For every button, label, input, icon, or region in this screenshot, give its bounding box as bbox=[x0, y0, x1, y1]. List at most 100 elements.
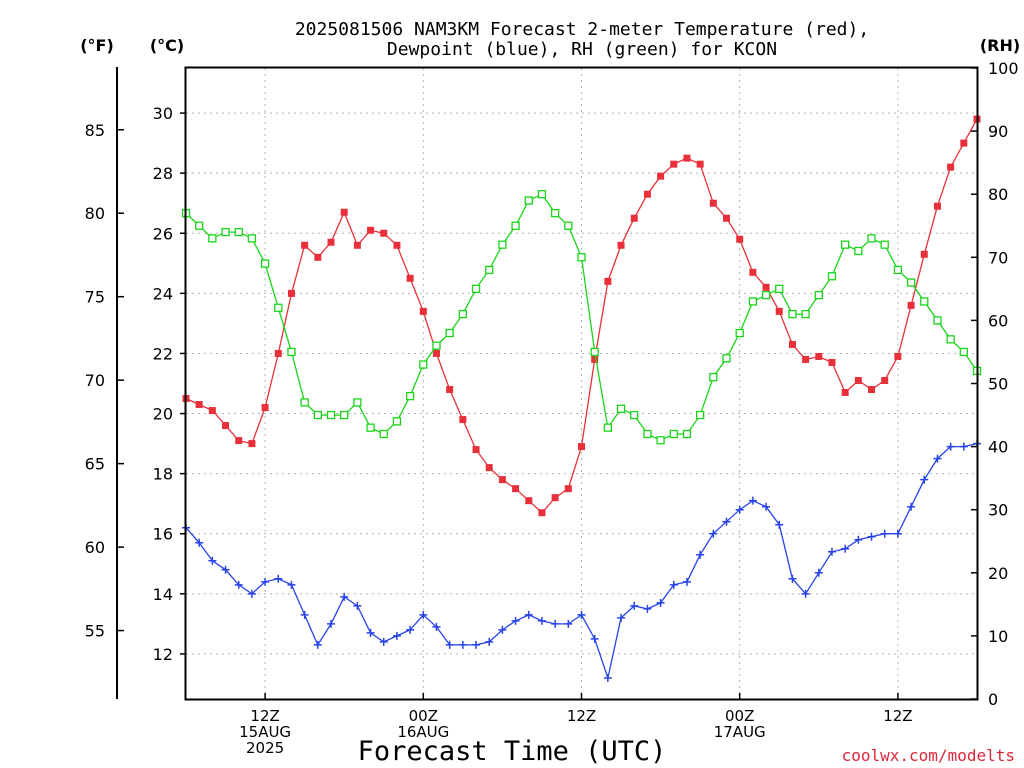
rh-point bbox=[827, 272, 837, 281]
rh-point bbox=[656, 436, 665, 445]
dewpoint-point bbox=[841, 544, 850, 553]
temperature-point bbox=[393, 241, 401, 249]
dewpoint-point bbox=[195, 538, 204, 547]
celsius-tick-label: 30 bbox=[153, 104, 173, 123]
temperature-point bbox=[314, 253, 322, 261]
rh-point bbox=[313, 410, 322, 420]
rh-point bbox=[893, 265, 903, 275]
dewpoint-point bbox=[709, 529, 718, 538]
dewpoint-point bbox=[353, 601, 362, 610]
x-tick-label: 00Z bbox=[725, 707, 754, 725]
rh-point bbox=[419, 360, 428, 369]
dewpoint-point bbox=[274, 574, 283, 583]
rh-point bbox=[260, 259, 270, 268]
rh-point bbox=[432, 341, 441, 350]
rh-point bbox=[471, 284, 481, 294]
fahrenheit-tick-label: 55 bbox=[85, 622, 105, 641]
celsius-tick-label: 20 bbox=[153, 405, 173, 424]
dewpoint-point bbox=[419, 610, 428, 619]
temperature-point bbox=[670, 160, 678, 168]
dewpoint-point bbox=[524, 610, 533, 619]
x-tick-label: 16AUG bbox=[397, 723, 449, 741]
temperature-point bbox=[485, 464, 493, 472]
plot-frame bbox=[184, 66, 979, 701]
temperature-point bbox=[327, 238, 335, 246]
rh-point bbox=[247, 234, 257, 243]
rh-point bbox=[788, 309, 797, 319]
rh-tick-label: 40 bbox=[988, 438, 1008, 457]
temperature-point bbox=[446, 386, 454, 394]
rh-point bbox=[195, 221, 204, 230]
dewpoint-point bbox=[208, 556, 217, 565]
temperature-point bbox=[933, 202, 941, 210]
dewpoint-point bbox=[801, 589, 810, 598]
rh-point bbox=[616, 404, 626, 413]
temperature-point bbox=[578, 443, 585, 451]
rh-point bbox=[946, 335, 955, 344]
dewpoint-point bbox=[577, 610, 586, 619]
temperature-point bbox=[274, 349, 282, 357]
temperature-point bbox=[788, 340, 796, 348]
temperature-point bbox=[525, 497, 533, 505]
temperature-point bbox=[828, 358, 836, 366]
temperature-point bbox=[841, 389, 849, 397]
dewpoint-point bbox=[392, 631, 401, 640]
rh-tick-label: 100 bbox=[988, 59, 1019, 78]
dewpoint-point bbox=[762, 502, 771, 511]
temperature-point bbox=[630, 214, 638, 222]
celsius-tick-label: 22 bbox=[153, 344, 173, 363]
temperature-point bbox=[802, 355, 810, 363]
temperature-point bbox=[749, 268, 757, 276]
temperature-point bbox=[960, 139, 968, 147]
dewpoint-point bbox=[854, 535, 863, 544]
dewpoint-point bbox=[287, 580, 296, 589]
temperature-point bbox=[643, 190, 651, 198]
rh-point bbox=[537, 190, 547, 199]
dewpoint-point bbox=[867, 532, 876, 541]
dewpoint-point bbox=[234, 580, 243, 589]
rh-point bbox=[603, 423, 613, 432]
dewpoint-point bbox=[827, 547, 836, 556]
x-tick-label: 12Z bbox=[883, 707, 912, 725]
rh-point bbox=[854, 246, 863, 256]
temperature-point bbox=[340, 208, 348, 216]
dewpoint-point bbox=[617, 613, 626, 622]
dewpoint-point bbox=[748, 496, 757, 505]
rh-point bbox=[933, 316, 942, 325]
dewpoint-point bbox=[551, 619, 560, 628]
rh-point bbox=[906, 278, 916, 287]
temperature-point bbox=[222, 422, 230, 430]
dewpoint-point bbox=[564, 619, 573, 628]
dewpoint-point bbox=[432, 622, 441, 631]
temperature-point bbox=[723, 214, 731, 222]
dewpoint-point bbox=[880, 529, 889, 538]
rh-point bbox=[485, 265, 494, 275]
dewpoint-point bbox=[300, 610, 309, 619]
rh-point bbox=[682, 429, 692, 439]
celsius-tick-label: 14 bbox=[153, 585, 173, 604]
rh-tick-label: 60 bbox=[988, 311, 1008, 330]
temperature-point bbox=[551, 494, 559, 502]
rh-point bbox=[405, 391, 415, 401]
rh-point bbox=[340, 410, 349, 420]
temperature-point bbox=[235, 437, 243, 445]
temperature-point bbox=[775, 307, 783, 315]
rh-point bbox=[867, 234, 876, 243]
dewpoint-point bbox=[366, 628, 375, 637]
temperature-point bbox=[195, 401, 203, 409]
celsius-tick-label: 28 bbox=[153, 164, 173, 183]
rh-point bbox=[221, 227, 230, 237]
dewpoint-point bbox=[498, 625, 507, 634]
rh-tick-label: 10 bbox=[988, 627, 1008, 646]
rh-tick-label: 20 bbox=[988, 564, 1008, 583]
temperature-point bbox=[459, 416, 467, 424]
x-tick-label: 12Z bbox=[567, 707, 596, 725]
dewpoint-point bbox=[261, 577, 270, 586]
dewpoint-point bbox=[735, 505, 744, 514]
rh-tick-label: 0 bbox=[988, 690, 998, 709]
rh-point bbox=[775, 284, 784, 294]
rh-point bbox=[379, 429, 388, 439]
rh-tick-label: 30 bbox=[988, 501, 1008, 520]
rh-tick-label: 50 bbox=[988, 375, 1008, 394]
